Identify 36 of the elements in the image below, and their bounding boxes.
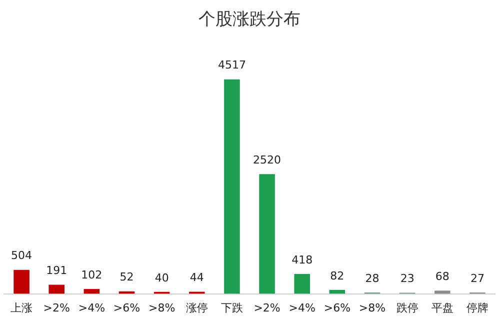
bar bbox=[14, 270, 30, 294]
data-label: 418 bbox=[292, 253, 313, 266]
x-tick-label: 上涨 bbox=[10, 301, 33, 314]
data-label: 504 bbox=[11, 249, 32, 262]
x-tick-label: 涨停 bbox=[186, 301, 208, 314]
x-tick-label: 平盘 bbox=[431, 301, 454, 314]
x-tick-label: >6% bbox=[324, 301, 351, 314]
bar bbox=[294, 274, 310, 294]
bar bbox=[259, 174, 275, 294]
data-label: 40 bbox=[154, 271, 169, 284]
x-tick-label: 停牌 bbox=[466, 301, 488, 314]
data-label: 102 bbox=[81, 268, 102, 282]
data-label: 68 bbox=[435, 270, 450, 283]
data-label: 191 bbox=[46, 264, 68, 278]
x-tick-label: >8% bbox=[358, 301, 386, 314]
chart-title: 个股涨跌分布 bbox=[198, 10, 300, 30]
bar bbox=[84, 288, 100, 294]
x-tick-label: >4% bbox=[78, 301, 106, 314]
bar bbox=[48, 284, 64, 294]
data-label: 44 bbox=[190, 271, 204, 284]
data-label: 82 bbox=[330, 269, 344, 282]
data-label: 4517 bbox=[218, 58, 246, 72]
bar bbox=[224, 79, 240, 294]
x-tick-label: >4% bbox=[288, 301, 316, 314]
data-label: 23 bbox=[400, 272, 414, 286]
x-tick-label: 下跌 bbox=[220, 301, 243, 314]
data-label: 27 bbox=[470, 272, 484, 285]
bar bbox=[434, 290, 450, 294]
x-tick-label: >8% bbox=[148, 301, 176, 314]
data-label: 2520 bbox=[253, 154, 282, 167]
data-label: 52 bbox=[120, 270, 134, 284]
data-label: 28 bbox=[365, 272, 380, 285]
x-tick-label: 跌停 bbox=[396, 301, 418, 314]
x-tick-label: >2% bbox=[254, 301, 280, 314]
x-tick-label: >2% bbox=[43, 301, 70, 314]
x-tick-label: >6% bbox=[113, 301, 140, 314]
